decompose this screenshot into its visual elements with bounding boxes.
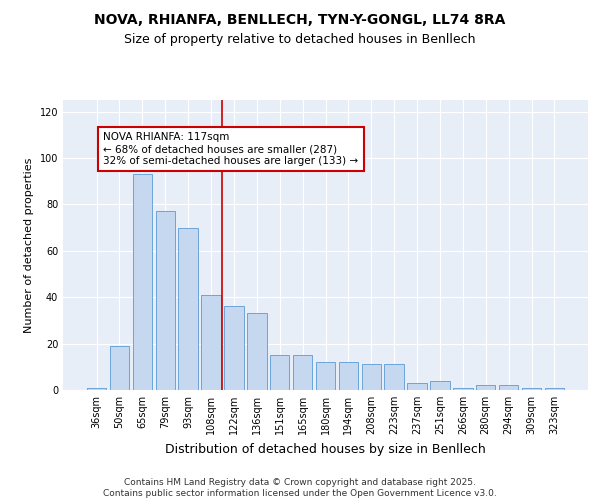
Bar: [87, 388, 106, 390]
Bar: [362, 364, 381, 390]
Bar: [338, 362, 358, 390]
Bar: [453, 388, 473, 390]
Bar: [499, 386, 518, 390]
Text: Size of property relative to detached houses in Benllech: Size of property relative to detached ho…: [124, 32, 476, 46]
Bar: [224, 306, 244, 390]
Bar: [110, 346, 129, 390]
Bar: [247, 314, 266, 390]
Bar: [522, 388, 541, 390]
Text: NOVA, RHIANFA, BENLLECH, TYN-Y-GONGL, LL74 8RA: NOVA, RHIANFA, BENLLECH, TYN-Y-GONGL, LL…: [94, 12, 506, 26]
Bar: [476, 386, 496, 390]
X-axis label: Distribution of detached houses by size in Benllech: Distribution of detached houses by size …: [165, 442, 486, 456]
Bar: [316, 362, 335, 390]
Bar: [430, 380, 449, 390]
Bar: [155, 212, 175, 390]
Bar: [293, 355, 313, 390]
Text: Contains HM Land Registry data © Crown copyright and database right 2025.
Contai: Contains HM Land Registry data © Crown c…: [103, 478, 497, 498]
Bar: [202, 295, 221, 390]
Bar: [270, 355, 289, 390]
Bar: [545, 388, 564, 390]
Bar: [407, 383, 427, 390]
Text: NOVA RHIANFA: 117sqm
← 68% of detached houses are smaller (287)
32% of semi-deta: NOVA RHIANFA: 117sqm ← 68% of detached h…: [103, 132, 359, 166]
Bar: [385, 364, 404, 390]
Y-axis label: Number of detached properties: Number of detached properties: [24, 158, 34, 332]
Bar: [178, 228, 198, 390]
Bar: [133, 174, 152, 390]
